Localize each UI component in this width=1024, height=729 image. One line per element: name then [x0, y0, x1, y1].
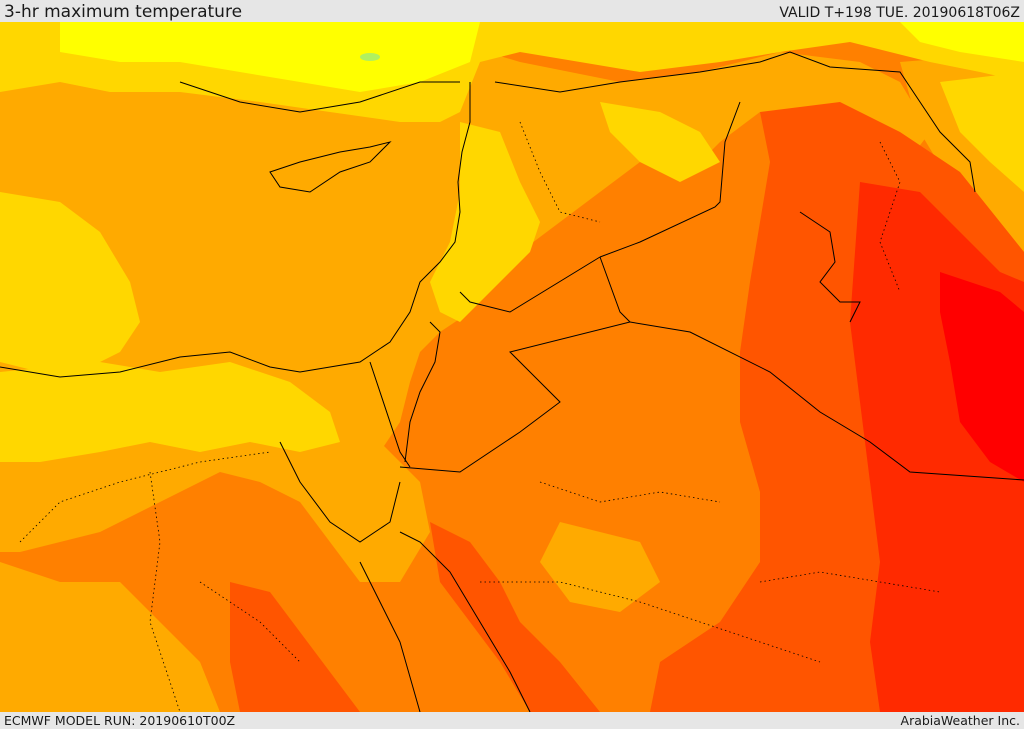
map-canvas [0, 22, 1024, 712]
temp-band-yellow-ne [940, 72, 1024, 192]
temp-band-bright-yellow-ne [900, 22, 1024, 62]
header-bar: 3-hr maximum temperature VALID T+198 TUE… [0, 0, 1024, 22]
temp-band-red-orange-egypt [230, 582, 360, 712]
temp-band-pale-green [360, 53, 380, 61]
temp-band-yellow-syria [600, 102, 720, 182]
regional-borders [19, 121, 941, 712]
temp-band-red-orange-redsea [430, 522, 600, 712]
footer-bar: ECMWF MODEL RUN: 20190610T00Z ArabiaWeat… [0, 712, 1024, 729]
temp-band-yellow-levant [430, 122, 540, 322]
temp-band-light-orange-south [0, 562, 220, 712]
temp-band-light-orange-se [540, 522, 660, 612]
coastlines [0, 81, 861, 712]
temp-band-yellow-west [0, 192, 140, 372]
temp-band-bright-yellow [60, 22, 480, 92]
national-borders [369, 51, 1024, 481]
temperature-map [0, 22, 1024, 712]
temp-band-light-orange-sinai [260, 422, 430, 582]
credit-label: ArabiaWeather Inc. [900, 713, 1020, 728]
map-title: 3-hr maximum temperature [4, 2, 243, 22]
valid-time: VALID T+198 TUE. 20190618T06Z [779, 5, 1020, 21]
model-run-label: ECMWF MODEL RUN: 20190610T00Z [4, 713, 236, 728]
temp-band-yellow-egypt [0, 362, 340, 462]
temp-band-deep-red [940, 272, 1024, 482]
